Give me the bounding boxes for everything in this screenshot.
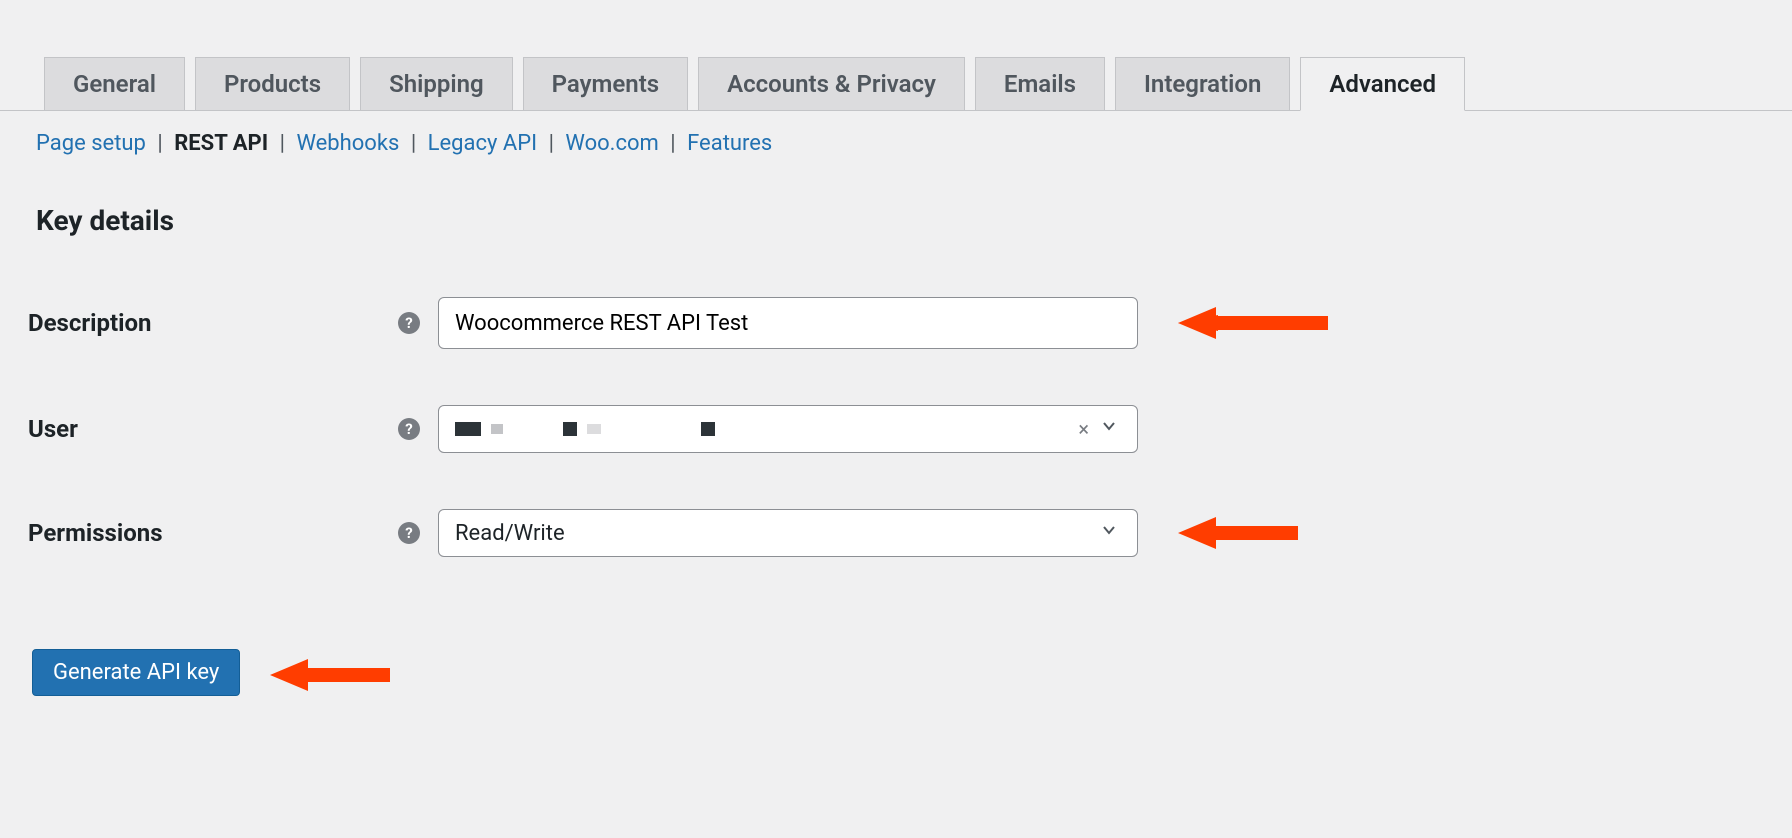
row-description: Description ? [28,297,1792,349]
separator: | [549,131,560,156]
permissions-select[interactable]: Read/Write [438,509,1138,557]
tab-payments[interactable]: Payments [523,57,688,110]
label-description: Description [28,309,398,337]
description-input[interactable] [438,297,1138,349]
tab-label: Payments [552,70,659,98]
tab-integration[interactable]: Integration [1115,57,1290,110]
key-details-form: Description ? User ? [28,297,1792,557]
tab-label: Accounts & Privacy [727,70,936,98]
annotation-arrow-icon [270,655,390,695]
annotation-arrow-icon [1178,513,1298,553]
chevron-down-icon [1099,416,1119,442]
tab-label: Advanced [1329,70,1436,98]
subnav-legacy-api[interactable]: Legacy API [428,131,537,156]
row-permissions: Permissions ? Read/Write [28,509,1792,557]
separator: | [280,131,291,156]
help-icon[interactable]: ? [398,522,420,544]
page-heading: Key details [0,156,1792,237]
user-select[interactable]: × [438,405,1138,453]
help-icon[interactable]: ? [398,418,420,440]
tab-label: Products [224,70,321,98]
separator: | [157,131,168,156]
separator: | [670,131,681,156]
tab-label: General [73,70,156,98]
row-user: User ? × [28,405,1792,453]
tab-products[interactable]: Products [195,57,350,110]
help-icon[interactable]: ? [398,312,420,334]
subnav-page-setup[interactable]: Page setup [36,131,146,156]
tab-advanced[interactable]: Advanced [1300,57,1465,111]
tab-emails[interactable]: Emails [975,57,1105,110]
label-user: User [28,415,398,443]
advanced-subnav: Page setup | REST API | Webhooks | Legac… [0,111,1792,156]
clear-icon[interactable]: × [1078,417,1089,441]
permissions-value: Read/Write [455,521,565,546]
tab-label: Shipping [389,70,484,98]
subnav-features[interactable]: Features [687,131,772,156]
subnav-woo-com[interactable]: Woo.com [565,131,658,156]
tab-accounts-privacy[interactable]: Accounts & Privacy [698,57,965,110]
annotation-arrow-icon [1178,303,1328,343]
subnav-webhooks[interactable]: Webhooks [296,131,399,156]
label-permissions: Permissions [28,519,398,547]
separator: | [411,131,422,156]
tab-label: Integration [1144,70,1261,98]
subnav-rest-api[interactable]: REST API [174,131,268,156]
generate-api-key-button[interactable]: Generate API key [32,649,240,696]
user-value-redacted [455,422,715,436]
chevron-down-icon [1099,520,1119,546]
tab-label: Emails [1004,70,1076,98]
tab-shipping[interactable]: Shipping [360,57,513,110]
settings-tabbar: General Products Shipping Payments Accou… [0,0,1792,111]
tab-general[interactable]: General [44,57,185,110]
